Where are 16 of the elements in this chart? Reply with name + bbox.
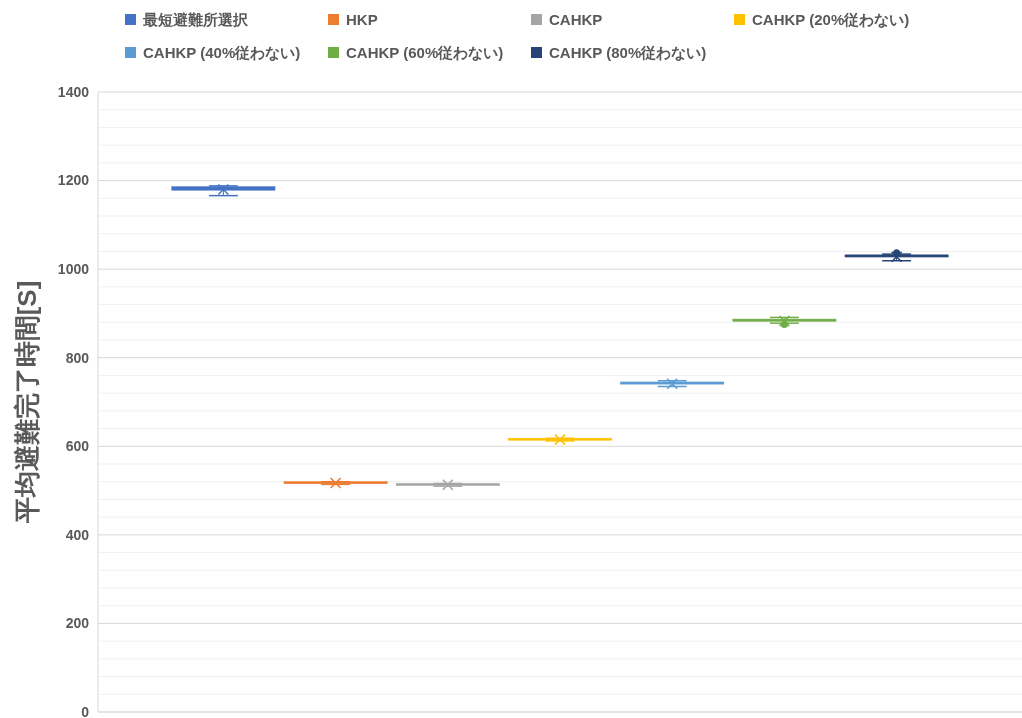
y-tick-label: 800: [65, 349, 90, 366]
y-axis-title: 平均避難完了時間[S]: [12, 280, 42, 525]
legend-label: CAHKP (60%従わない): [346, 44, 504, 61]
legend-label: CAHKP (20%従わない): [752, 11, 910, 28]
legend-label: CAHKP (40%従わない): [143, 44, 301, 61]
y-tick-label: 1200: [57, 172, 90, 189]
y-tick-label: 600: [65, 438, 90, 455]
legend-label: CAHKP: [549, 11, 603, 28]
legend-label: CAHKP (80%従わない): [549, 44, 707, 61]
y-tick-label: 200: [65, 615, 90, 632]
legend-label: 最短避難所選択: [142, 11, 249, 28]
legend-label: HKP: [346, 11, 378, 28]
y-tick-label: 400: [65, 526, 90, 543]
y-tick-label: 1400: [57, 83, 90, 100]
y-tick-label: 0: [81, 703, 90, 718]
y-tick-label: 1000: [57, 261, 90, 278]
